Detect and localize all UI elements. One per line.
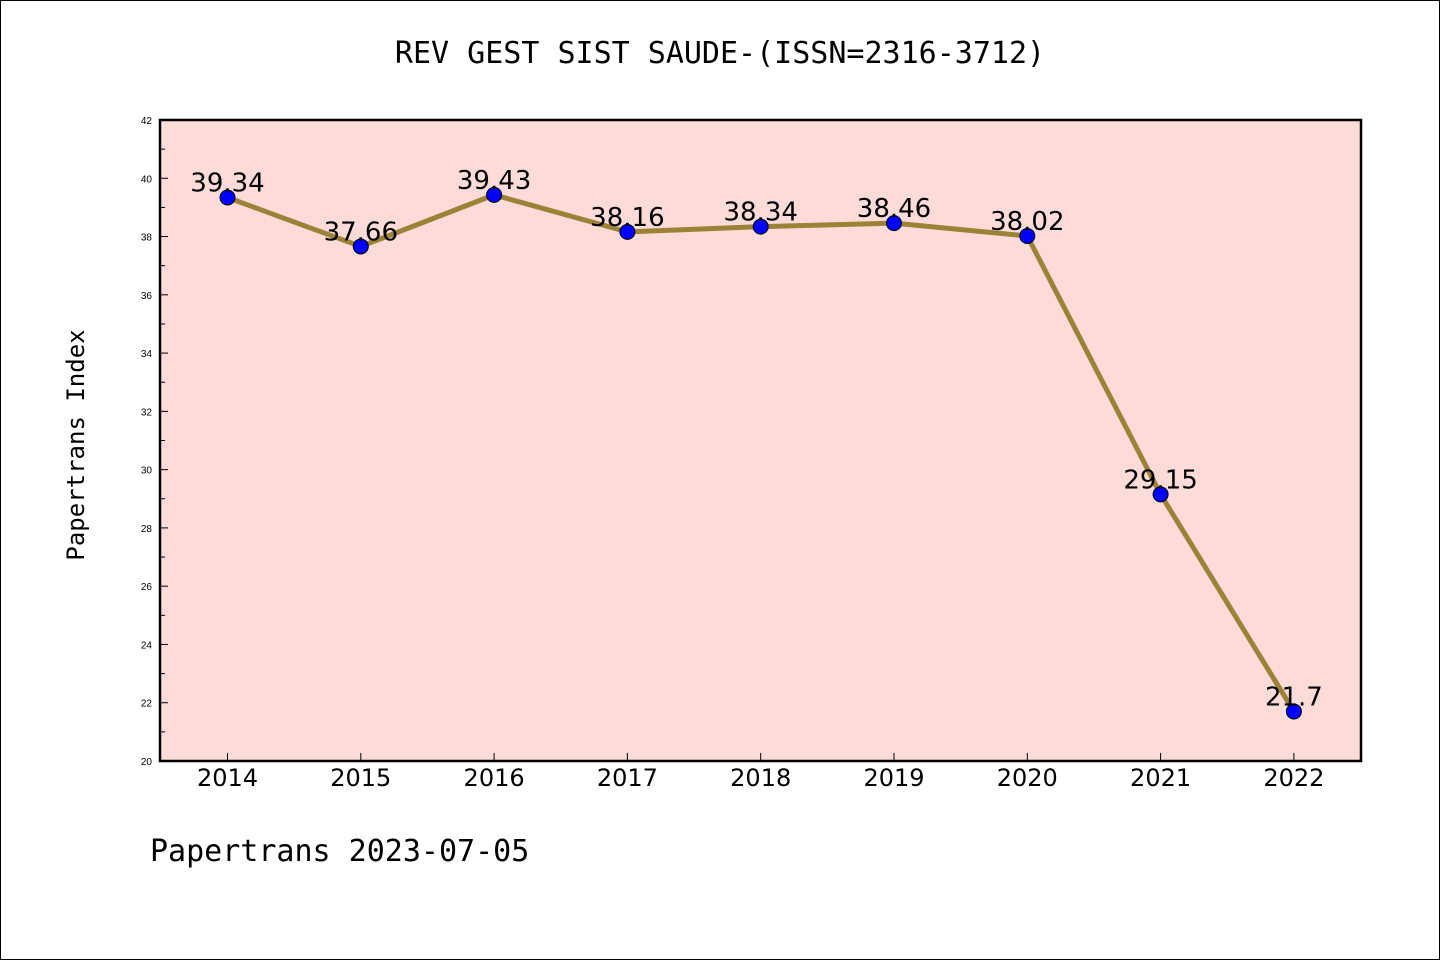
y-tick-label: 36 xyxy=(141,291,153,302)
data-point xyxy=(619,223,636,240)
data-label: 29.15 xyxy=(1123,465,1197,495)
x-tick-label: 2014 xyxy=(197,764,258,792)
data-labels-group: 39.34 37.66 39.43 38.16 38.34 38.46 38.02 29.15… xyxy=(190,166,1323,713)
y-tick-label: 28 xyxy=(141,524,153,535)
y-tick-label: 30 xyxy=(141,466,153,477)
chart-title: REV GEST SIST SAUDE-(ISSN=2316-3712) xyxy=(394,36,1046,71)
data-point xyxy=(486,186,503,203)
y-tick-label: 40 xyxy=(141,174,153,185)
y-tick-label: 42 xyxy=(141,116,153,127)
data-point xyxy=(1285,703,1302,720)
x-tick-label: 2019 xyxy=(863,764,924,792)
data-point xyxy=(1019,227,1036,244)
x-tick-label: 2020 xyxy=(997,764,1058,792)
data-label: 21.7 xyxy=(1265,682,1323,712)
data-label: 38.34 xyxy=(723,198,797,228)
y-tick-label: 26 xyxy=(141,582,153,593)
y-tick-label: 38 xyxy=(141,233,153,244)
data-point xyxy=(352,238,369,255)
x-tick-label: 2022 xyxy=(1263,764,1324,792)
y-axis: 20 22 24 26 28 30 32 34 36 38 40 42 xyxy=(141,116,168,768)
data-label: 38.02 xyxy=(990,207,1064,237)
plot-border xyxy=(158,118,1363,763)
footer-text: Papertrans 2023-07-05 xyxy=(150,834,530,869)
data-label: 37.66 xyxy=(324,217,398,247)
x-tick-label: 2021 xyxy=(1130,764,1191,792)
y-tick-label: 20 xyxy=(141,757,153,768)
y-tick-label: 24 xyxy=(141,640,153,651)
data-point xyxy=(1152,486,1169,503)
data-label: 38.46 xyxy=(857,194,931,224)
x-tick-label: 2017 xyxy=(597,764,658,792)
data-point xyxy=(219,189,236,206)
y-tick-label: 22 xyxy=(141,699,153,710)
x-tick-label: 2015 xyxy=(330,764,391,792)
y-tick-label: 32 xyxy=(141,407,153,418)
x-tick-label: 2016 xyxy=(464,764,525,792)
y-tick-label: 34 xyxy=(141,349,153,360)
data-point xyxy=(886,215,902,232)
data-label: 39.43 xyxy=(457,166,531,196)
x-tick-label: 2018 xyxy=(730,764,791,792)
x-axis: 2014 2015 2016 2017 2018 2019 2020 2021 2022 xyxy=(197,753,1324,792)
data-label: 38.16 xyxy=(590,203,664,233)
data-point xyxy=(752,218,769,235)
data-label: 39.34 xyxy=(190,169,264,199)
markers-group xyxy=(219,186,1302,720)
